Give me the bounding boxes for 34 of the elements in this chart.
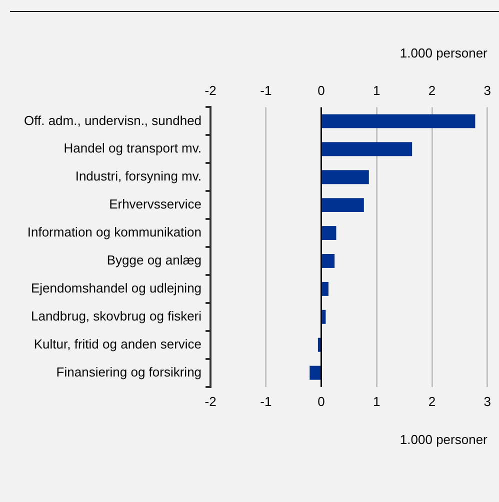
- y-tick-label: Landbrug, skovbrug og fiskeri: [30, 308, 202, 324]
- bar: [310, 366, 321, 380]
- bar: [322, 198, 364, 212]
- y-tick-label: Information og kommunikation: [27, 224, 202, 240]
- y-tick-label: Bygge og anlæg: [106, 252, 202, 268]
- x-tick-label: 3: [484, 394, 491, 410]
- y-tick-label: Ejendomshandel og udlejning: [30, 280, 202, 296]
- bar: [318, 338, 321, 352]
- x-tick-label: -2: [204, 394, 216, 410]
- y-tick-label: Erhvervsservice: [109, 196, 202, 212]
- x-tick-label: 2: [428, 394, 436, 410]
- y-tick-label: Handel og transport mv.: [64, 140, 202, 156]
- x-tick-label: 0: [318, 394, 325, 410]
- bar: [322, 142, 412, 156]
- bar: [322, 226, 336, 240]
- x2-tick-label: 2: [428, 82, 436, 98]
- bar: [322, 310, 326, 324]
- bar: [322, 114, 476, 128]
- y-tick-label: Off. adm., undervisn., sundhed: [24, 112, 202, 128]
- bar: [322, 254, 335, 268]
- x2-axis-title: 1.000 personer: [400, 45, 488, 60]
- y-tick-label: Finansiering og forsikring: [56, 364, 202, 380]
- bar: [322, 282, 328, 296]
- x-axis-title: 1.000 personer: [400, 432, 488, 447]
- x2-tick-label: -2: [204, 82, 216, 98]
- y-tick-label: Kultur, fritid og anden service: [34, 336, 202, 352]
- x2-tick-label: 0: [318, 82, 325, 98]
- x-tick-label: -1: [260, 394, 272, 410]
- bar: [322, 170, 369, 184]
- x2-tick-label: 1: [373, 82, 380, 98]
- y-tick-label: Industri, forsyning mv.: [75, 168, 202, 184]
- x2-tick-label: -1: [260, 82, 272, 98]
- x-tick-label: 1: [373, 394, 380, 410]
- x2-tick-label: 3: [484, 82, 491, 98]
